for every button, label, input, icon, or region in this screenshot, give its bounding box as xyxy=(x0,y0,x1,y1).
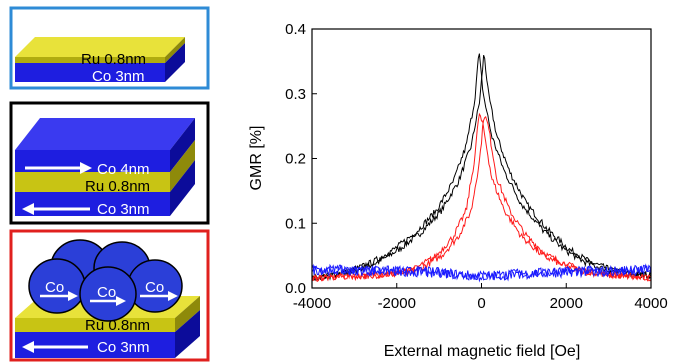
co-top-label: Co 4nm xyxy=(97,161,150,178)
arrow-left-icon xyxy=(22,203,90,215)
co-bottom-label: Co 3nm xyxy=(97,201,150,218)
x-tick-label: 4000 xyxy=(634,295,667,312)
series-line xyxy=(311,263,652,281)
co-layer xyxy=(15,310,200,358)
ru-label: Ru 0.8nm xyxy=(85,317,150,334)
y-tick-label: 0.2 xyxy=(285,151,306,168)
axis-ticks: -4000 -2000 0 2000 4000 0.0 0.1 0.2 0.3 0.4 xyxy=(285,21,668,312)
y-tick-label: 0.0 xyxy=(285,280,306,297)
cluster-label: Co xyxy=(45,279,64,296)
y-axis-label: GMR [%] xyxy=(248,126,265,191)
x-tick-label: -4000 xyxy=(293,295,331,312)
cluster-arrows xyxy=(40,291,178,306)
series-line xyxy=(311,264,652,283)
co-clusters xyxy=(28,239,183,322)
co-top-layer xyxy=(15,118,195,172)
co-label: Co 3nm xyxy=(92,68,145,85)
series-line xyxy=(311,53,652,281)
y-tick-label: 0.4 xyxy=(285,21,306,38)
cluster xyxy=(79,266,137,322)
y-tick-label: 0.1 xyxy=(285,215,306,232)
co-layer xyxy=(15,43,185,82)
arrow-right-icon xyxy=(25,162,92,174)
series-line xyxy=(311,116,652,283)
panel-middle: Co 4nm Ru 0.8nm Co 3nm xyxy=(9,101,210,225)
x-tick-label: -2000 xyxy=(378,295,416,312)
plot-frame xyxy=(311,28,652,289)
panel-bottom: Co Co Co Ru 0.8nm Co 3nm xyxy=(9,229,210,362)
ru-layer xyxy=(15,37,185,63)
series-line xyxy=(311,54,652,282)
ru-label: Ru 0.8nm xyxy=(81,51,146,68)
co-label: Co 3nm xyxy=(97,339,150,356)
arrow-left-icon xyxy=(22,341,88,353)
ru-layer xyxy=(15,140,195,192)
cluster-label: Co xyxy=(145,279,164,296)
panel-top: Ru 0.8nm Co 3nm xyxy=(9,6,210,90)
y-tick-label: 0.3 xyxy=(285,86,306,103)
x-tick-label: 2000 xyxy=(550,295,583,312)
x-axis-label: External magnetic field [Oe] xyxy=(384,343,581,360)
ru-label: Ru 0.8nm xyxy=(85,178,150,195)
plot-lines xyxy=(311,53,652,283)
cluster-label: Co xyxy=(97,284,116,301)
x-tick-label: 0 xyxy=(477,295,485,312)
gmr-chart: -4000 -2000 0 2000 4000 0.0 0.1 0.2 0.3 0.4 Exter… xyxy=(248,21,668,360)
